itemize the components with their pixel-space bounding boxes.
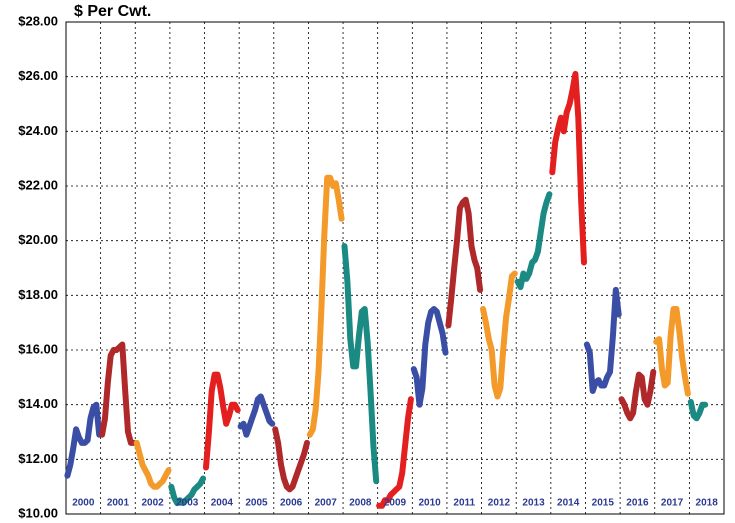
price-line: [64, 401, 103, 479]
price-line: [168, 475, 207, 507]
y-tick-label: $24.00: [18, 123, 58, 138]
price-line: [272, 426, 310, 493]
price-line: [133, 439, 172, 490]
x-tick-label: 2010: [419, 498, 442, 509]
price-line: [341, 243, 380, 485]
x-tick-label: 2015: [592, 498, 615, 509]
x-tick-label: 2016: [626, 498, 649, 509]
plot-area: [65, 21, 725, 515]
x-tick-label: 2007: [315, 498, 338, 509]
x-tick-label: 2018: [696, 498, 719, 509]
x-tick-label: 2008: [349, 498, 372, 509]
y-tick-label: $16.00: [18, 341, 58, 356]
x-tick-label: 2003: [176, 498, 199, 509]
price-line: [203, 371, 241, 471]
x-tick-label: 2001: [107, 498, 130, 509]
x-tick-label: 2014: [557, 498, 580, 509]
x-tick-label: 2013: [522, 498, 545, 509]
price-line: [618, 368, 657, 422]
x-tick-label: 2006: [280, 498, 303, 509]
x-tick-label: 2017: [661, 498, 684, 509]
x-tick-label: 2002: [141, 498, 164, 509]
price-line: [583, 286, 622, 394]
chart-title: $ Per Cwt.: [74, 3, 151, 20]
y-tick-label: $10.00: [18, 505, 58, 520]
y-tick-label: $14.00: [18, 396, 58, 411]
y-tick-label: $18.00: [18, 287, 58, 302]
price-line: [514, 191, 553, 291]
x-tick-label: 2005: [245, 498, 268, 509]
price-line: [376, 396, 414, 509]
price-line: [480, 270, 518, 400]
price-line: [445, 196, 484, 329]
y-tick-label: $20.00: [18, 232, 58, 247]
x-tick-label: 2004: [211, 498, 234, 509]
y-tick-label: $28.00: [18, 13, 58, 28]
price-line: [410, 306, 449, 408]
price-line: [237, 393, 276, 438]
price-line: [549, 70, 587, 266]
price-line: [653, 306, 691, 397]
y-tick-label: $22.00: [18, 177, 58, 192]
y-tick-label: $12.00: [18, 451, 58, 466]
price-line: [99, 341, 137, 446]
x-tick-label: 2011: [453, 498, 475, 509]
x-tick-label: 2000: [72, 498, 95, 509]
x-tick-label: 2009: [384, 498, 407, 509]
x-tick-label: 2012: [488, 498, 511, 509]
price-line: [306, 174, 345, 438]
price-line: [687, 398, 709, 422]
y-tick-label: $26.00: [18, 68, 58, 83]
